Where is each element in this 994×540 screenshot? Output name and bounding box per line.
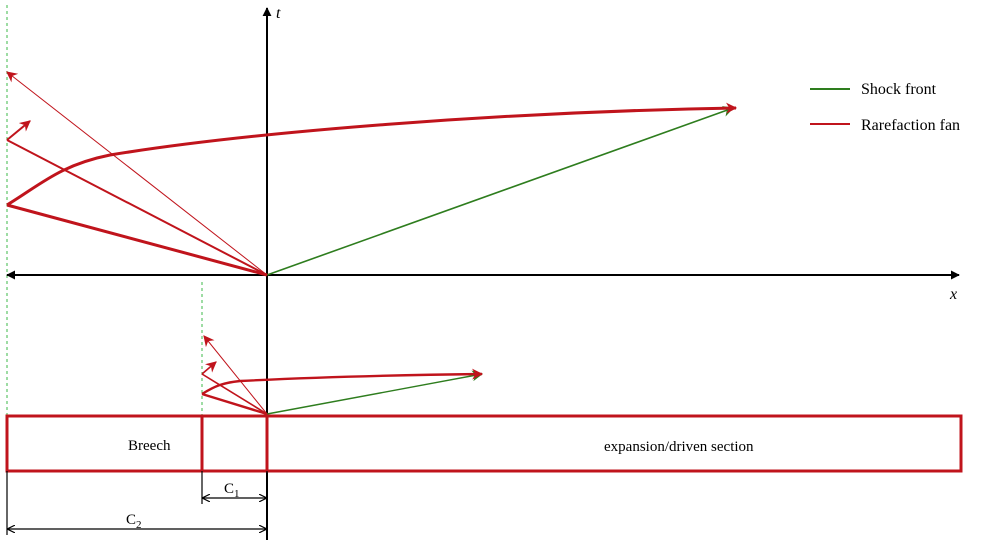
c2-label: C2: [126, 512, 142, 531]
rarefaction-head-line: [6, 203, 268, 277]
x-axis-label: x: [949, 286, 957, 303]
legend-label-shock: Shock front: [861, 81, 937, 98]
c1-label: C1: [224, 481, 240, 500]
rarefaction-contact-curve: [6, 102, 738, 207]
rarefaction-fan-line-small: [201, 373, 268, 415]
rarefaction-tail-line-small: [203, 335, 268, 415]
shock-front-line: [266, 106, 735, 276]
rarefaction-head-line-small: [201, 392, 268, 416]
rarefaction-reflected-arrow-small: [201, 361, 217, 375]
legend-label-rarefaction: Rarefaction fan: [861, 117, 960, 134]
breech-label: Breech: [128, 438, 171, 454]
driven-section-label: expansion/driven section: [604, 439, 754, 455]
shock-front-line-small: [266, 370, 484, 415]
legend: Shock front Rarefaction fan: [810, 81, 960, 134]
rarefaction-reflected-arrow: [6, 120, 31, 141]
t-axis-label: t: [276, 5, 281, 22]
tube-outline: [5, 414, 963, 473]
rarefaction-tail-line: [6, 71, 268, 276]
rarefaction-fan-line: [6, 139, 268, 276]
rarefaction-contact-curve-small: [201, 368, 484, 396]
